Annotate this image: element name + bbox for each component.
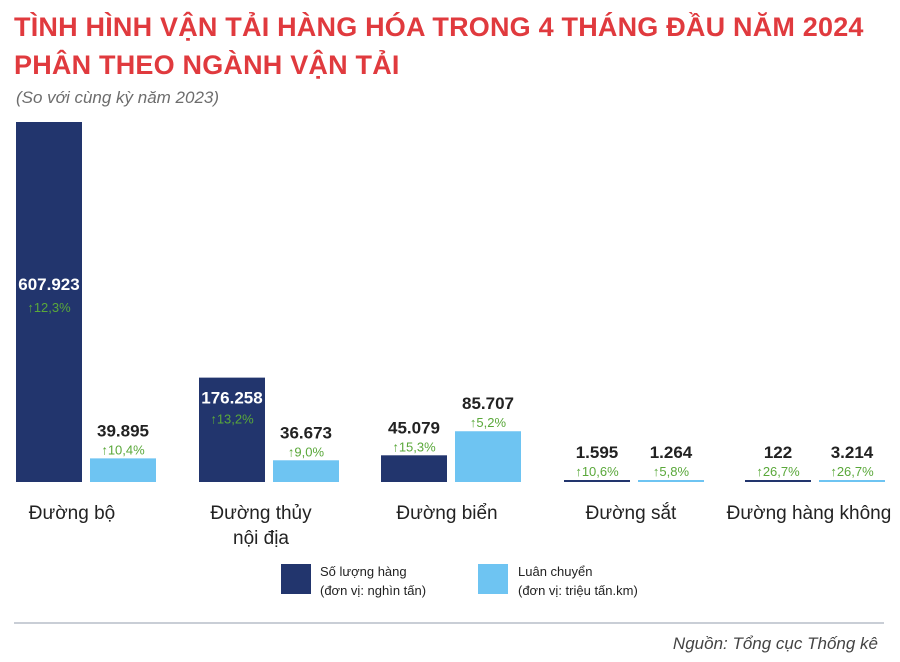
category-label-4: Đường hàng không (727, 503, 892, 524)
value-label-quantity-1: 176.258 (201, 389, 262, 408)
chart-subtitle: (So với cùng kỳ năm 2023) (16, 88, 220, 107)
legend-rotation-unit: (đơn vị: triệu tấn.km) (518, 583, 638, 598)
category-label-1-line0: Đường thủy (210, 503, 312, 524)
bar-chart: 607.923 ↑12,3% 176.258 ↑13,2% 45.079 ↑15,3% 1.… (16, 122, 892, 549)
growth-label-rotation-1: ↑9,0% (288, 444, 325, 459)
bar-rotation-0 (90, 458, 156, 482)
value-label-quantity-0: 607.923 (18, 275, 79, 294)
chart-title-line1: TÌNH HÌNH VẬN TẢI HÀNG HÓA TRONG 4 THÁNG… (14, 12, 864, 42)
bar-rotation-2 (455, 431, 521, 482)
growth-label-rotation-0: ↑10,4% (101, 442, 145, 457)
value-label-rotation-2: 85.707 (462, 394, 514, 413)
bar-quantity-3 (564, 480, 630, 482)
growth-label-rotation-4: ↑26,7% (830, 464, 874, 479)
value-label-quantity-4: 122 (764, 443, 792, 462)
growth-label-quantity-0: ↑12,3% (27, 300, 71, 315)
growth-label-quantity-3: ↑10,6% (575, 464, 619, 479)
value-label-quantity-3: 1.595 (576, 443, 619, 462)
legend-quantity: Số lượng hàng (đơn vị: nghìn tấn) (320, 562, 426, 600)
value-label-rotation-0: 39.895 (97, 421, 149, 440)
bar-rotation-4 (819, 480, 885, 482)
category-label-3: Đường sắt (586, 502, 677, 524)
category-label-0: Đường bộ (29, 503, 115, 524)
value-label-rotation-3: 1.264 (650, 443, 693, 462)
bar-rotation-3 (638, 480, 704, 482)
legend-quantity-label: Số lượng hàng (320, 564, 407, 579)
growth-label-quantity-2: ↑15,3% (392, 439, 436, 454)
legend-rotation-label: Luân chuyển (518, 564, 593, 579)
chart-title-line2: PHÂN THEO NGÀNH VẬN TẢI (14, 50, 400, 80)
growth-label-rotation-2: ↑5,2% (470, 415, 507, 430)
growth-label-quantity-1: ↑13,2% (210, 412, 254, 427)
value-label-rotation-4: 3.214 (831, 443, 874, 462)
legend-rotation: Luân chuyển (đơn vị: triệu tấn.km) (518, 562, 638, 600)
legend-quantity-unit: (đơn vị: nghìn tấn) (320, 583, 427, 598)
value-label-quantity-2: 45.079 (388, 418, 440, 437)
legend-swatch-rotation (478, 564, 508, 594)
growth-label-rotation-3: ↑5,8% (653, 464, 690, 479)
footer-divider (14, 622, 884, 624)
category-label-1-line1: nội địa (233, 528, 289, 549)
value-label-rotation-1: 36.673 (280, 423, 332, 442)
legend-swatch-quantity (281, 564, 311, 594)
bar-quantity-0 (16, 122, 82, 482)
bar-rotation-1 (273, 460, 339, 482)
source-note: Nguồn: Tổng cục Thống kê (672, 634, 878, 653)
bar-quantity-4 (745, 480, 811, 482)
bar-quantity-2 (381, 455, 447, 482)
category-label-2: Đường biển (396, 503, 497, 524)
growth-label-quantity-4: ↑26,7% (756, 464, 800, 479)
bar-quantity-1 (199, 377, 265, 482)
